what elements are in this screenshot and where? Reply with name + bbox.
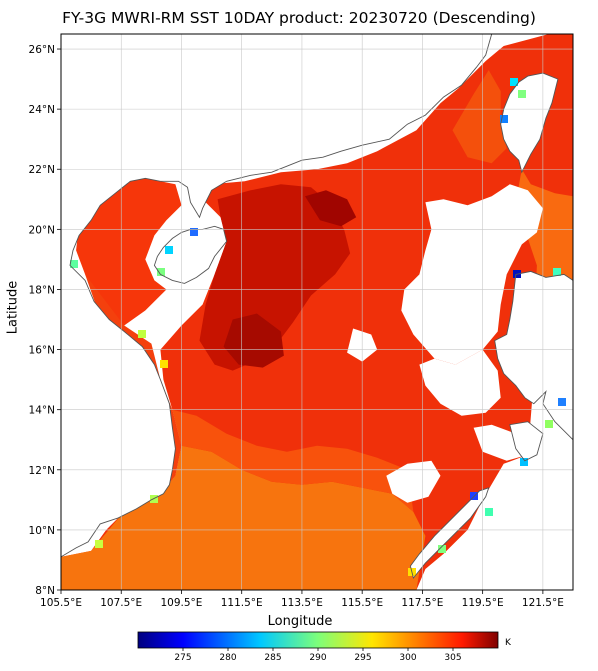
x-tick-label: 111.5°E (221, 597, 263, 609)
map-title: FY-3G MWRI-RM SST 10DAY product: 2023072… (62, 9, 536, 27)
edge-pixel (510, 78, 518, 86)
land-borneo (371, 590, 416, 596)
x-axis-label: Longitude (267, 614, 333, 629)
colorbar-tick-label: 300 (399, 653, 416, 663)
x-tick-label: 115.5°E (341, 597, 383, 609)
coastline-mindoro (509, 421, 544, 462)
y-tick-label: 24°N (29, 104, 55, 116)
edge-pixel (157, 268, 165, 276)
coastline-hainan (153, 225, 228, 284)
land-luzon-island (494, 271, 573, 440)
colorbar (137, 631, 499, 649)
colorbar-tick-label: 290 (309, 653, 326, 663)
y-tick-label: 22°N (29, 164, 55, 176)
edge-pixel (95, 540, 103, 548)
x-tick-label: 107.5°E (100, 597, 142, 609)
edge-pixel (438, 545, 446, 553)
edge-pixel (160, 360, 168, 368)
y-tick-label: 20°N (29, 224, 55, 236)
x-tick-label: 105.5°E (40, 597, 82, 609)
sst-region-mid-gradient (172, 409, 414, 512)
land-hainan-island (154, 226, 227, 284)
coastal-edge-pixels (70, 78, 566, 576)
colorbar-unit: K (505, 638, 512, 648)
y-tick-label: 8°N (35, 585, 55, 597)
sst-region-darkest-central (223, 313, 284, 368)
no-data-palawan-sea (386, 460, 441, 503)
sst-region-taiwan-strait (452, 70, 507, 164)
edge-pixel (553, 268, 561, 276)
y-tick-label: 26°N (29, 44, 55, 56)
coastline-mainland (61, 34, 493, 558)
colorbar-tick-label: 280 (219, 653, 236, 663)
plot-frame (60, 33, 574, 591)
edge-pixel (500, 115, 508, 123)
y-axis-ticks: 8°N 10°N 12°N 14°N 16°N 18°N 20°N 22°N 24°N 26°N (29, 44, 61, 597)
x-tick-label: 109.5°E (160, 597, 202, 609)
y-tick-label: 14°N (29, 405, 55, 417)
edge-pixel (558, 398, 566, 406)
colorbar-tick-label: 295 (354, 653, 371, 663)
no-data-luzon-strait-lower (419, 349, 501, 416)
colorbar-tick-label: 285 (264, 653, 281, 663)
edge-pixel (520, 458, 528, 466)
edge-pixel (138, 330, 146, 338)
coastline-luzon (494, 270, 573, 441)
edge-pixel (190, 228, 198, 236)
sst-region-southern-orange (61, 445, 426, 590)
colorbar-tick-label: 275 (174, 653, 191, 663)
land-palawan-island (410, 487, 489, 578)
coastline-taiwan (500, 72, 559, 174)
edge-pixel (518, 90, 526, 98)
edge-pixel (70, 260, 78, 268)
land-taiwan-island (500, 73, 558, 173)
sst-region-darkest-north (305, 190, 357, 227)
x-tick-label: 121.5°E (522, 597, 564, 609)
x-tick-label: 119.5°E (462, 597, 504, 609)
land-asia-mainland (61, 34, 492, 557)
x-axis-ticks: 105.5°E 107.5°E 109.5°E 111.5°E 113.5°E 115.5… (40, 590, 564, 609)
edge-pixel (485, 508, 493, 516)
y-tick-label: 12°N (29, 465, 55, 477)
coastline-palawan (409, 487, 490, 579)
y-tick-label: 18°N (29, 284, 55, 296)
colorbar-ticks: 275 280 285 290 295 300 305 (174, 648, 462, 663)
y-tick-label: 16°N (29, 345, 55, 357)
y-tick-label: 10°N (29, 525, 55, 537)
x-tick-label: 117.5°E (401, 597, 443, 609)
sst-region-gulf-of-tonkin (76, 178, 182, 326)
edge-pixel (165, 246, 173, 254)
x-tick-label: 113.5°E (281, 597, 323, 609)
edge-pixel (545, 420, 553, 428)
colorbar-tick-label: 305 (444, 653, 461, 663)
